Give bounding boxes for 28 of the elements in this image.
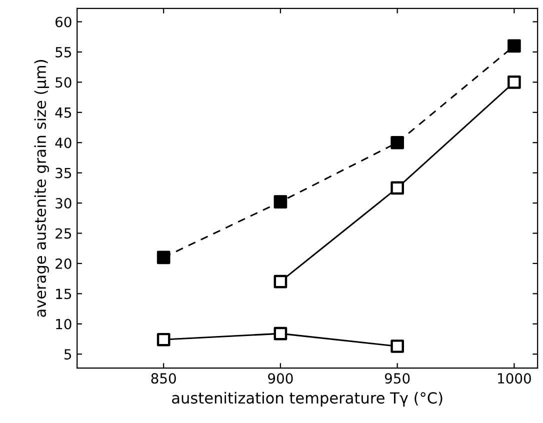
x-tick-label: 950 xyxy=(384,373,410,384)
point xyxy=(274,274,288,288)
y-axis-title: average austenite grain size (µm) xyxy=(34,60,50,317)
point xyxy=(156,250,170,264)
y-tick-label: 25 xyxy=(56,228,72,239)
point xyxy=(390,136,404,150)
y-tick-label: 50 xyxy=(56,77,72,88)
x-tick-label: 1000 xyxy=(498,373,531,384)
y-tick-label: 45 xyxy=(55,108,72,118)
y-tick-label: 60 xyxy=(56,16,72,28)
point xyxy=(274,326,288,340)
point xyxy=(274,195,288,208)
y-tick-label: 30 xyxy=(56,198,72,209)
point xyxy=(390,181,404,195)
x-tick-label: 900 xyxy=(268,373,293,384)
y-tick-label: 35 xyxy=(56,168,72,178)
y-tick-label: 15 xyxy=(56,288,72,300)
y-tick-label: 20 xyxy=(56,258,72,269)
y-tick-label: 55 xyxy=(56,47,72,58)
point xyxy=(508,39,521,53)
y-tick-label: 10 xyxy=(56,318,72,330)
point xyxy=(156,332,170,346)
point xyxy=(390,340,404,353)
y-tick-label: 40 xyxy=(55,138,72,148)
x-tick-label: 850 xyxy=(151,373,176,384)
point xyxy=(508,76,521,89)
y-tick-label: 5 xyxy=(64,349,72,360)
x-axis-title: austenitization temperature Tγ (°C) xyxy=(172,392,442,407)
